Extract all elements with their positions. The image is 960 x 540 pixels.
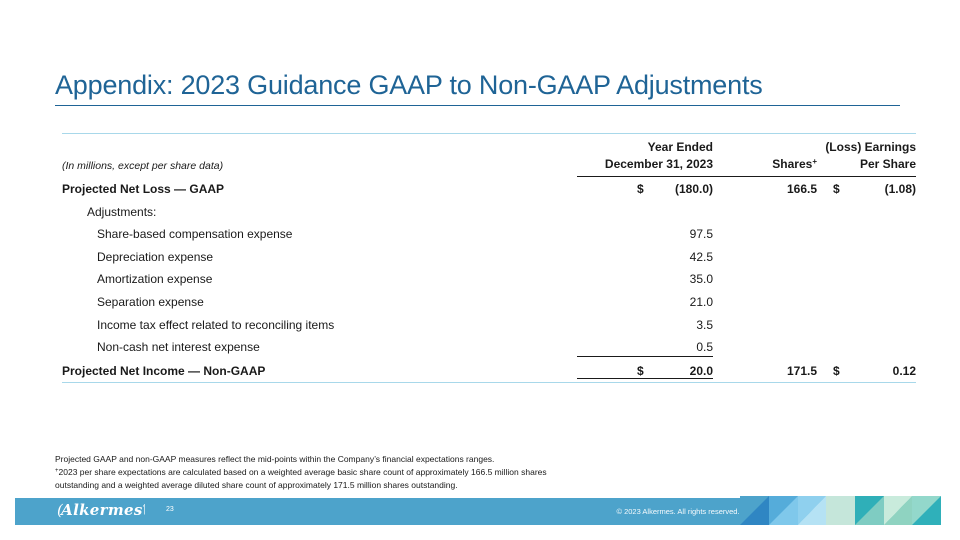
footnote-text: outstanding and a weighted average dilut… <box>55 480 458 490</box>
copyright-text: © 2023 Alkermes. All rights reserved. <box>616 507 740 516</box>
row-label: Share-based compensation expense <box>97 227 293 241</box>
table-row: Separation expense 21.0 <box>62 295 916 315</box>
footnote-marker: + <box>55 468 59 474</box>
page-title: Appendix: 2023 Guidance GAAP to Non-GAAP… <box>55 70 763 100</box>
footnote-line: +2023 per share expectations are calcula… <box>55 465 547 479</box>
table-row: Amortization expense 35.0 <box>62 272 916 292</box>
shares-value: 171.5 <box>786 364 817 378</box>
row-label: Depreciation expense <box>97 250 214 264</box>
logo-paren: ( <box>57 501 64 519</box>
amount-value: 35.0 <box>689 272 713 286</box>
table-row: Projected Net Loss — GAAP $ (180.0) 166.… <box>62 182 916 202</box>
eps-value: 0.12 <box>892 364 916 378</box>
amount-value: 20.0 <box>689 364 713 378</box>
decor-square <box>883 496 913 525</box>
footer-bar: (Alkermes· | 23 © 2023 Alkermes. All rig… <box>15 496 941 525</box>
table-row: Adjustments: <box>62 205 916 225</box>
footnote-text: 2023 per share expectations are calculat… <box>58 467 547 477</box>
decor-square <box>740 496 769 525</box>
footnote-line: outstanding and a weighted average dilut… <box>55 478 458 492</box>
footnote-line: Projected GAAP and non-GAAP measures ref… <box>55 452 494 466</box>
row-label: Projected Net Loss — GAAP <box>62 182 225 196</box>
header-eps-line2: Per Share <box>859 157 916 171</box>
row-label: Amortization expense <box>97 272 213 286</box>
header-shares-label: Shares <box>772 157 813 171</box>
currency-symbol: $ <box>637 364 644 378</box>
logo-trademark-dot: · <box>142 503 145 510</box>
amount-value: 97.5 <box>689 227 713 241</box>
decor-square <box>912 496 941 525</box>
table-row: Income tax effect related to reconciling… <box>62 318 916 338</box>
amount-value: 42.5 <box>689 250 713 264</box>
currency-symbol: $ <box>833 182 840 196</box>
amount-value: 0.5 <box>696 340 713 354</box>
shares-value: 166.5 <box>786 182 817 196</box>
alkermes-logo: (Alkermes· <box>57 501 145 519</box>
title-underline <box>55 105 900 106</box>
table-bottom-rule <box>62 381 916 383</box>
decor-square <box>826 496 855 525</box>
header-underline <box>577 176 916 177</box>
row-label: Separation expense <box>97 295 204 309</box>
footer-triangle-pattern <box>740 496 941 525</box>
decor-square <box>768 496 798 525</box>
header-period-line2: December 31, 2023 <box>604 157 713 171</box>
amount-value: 21.0 <box>689 295 713 309</box>
header-shares: Shares+ <box>617 157 817 171</box>
row-label: Non-cash net interest expense <box>97 340 260 354</box>
decor-square <box>854 496 884 525</box>
table-row: Share-based compensation expense 97.5 <box>62 227 916 247</box>
amount-value: 3.5 <box>696 318 713 332</box>
table-row: Depreciation expense 42.5 <box>62 250 916 270</box>
header-eps-line1: (Loss) Earnings <box>825 140 916 154</box>
shares-footnote-marker: + <box>812 157 817 166</box>
footer-separator: | <box>143 503 146 515</box>
decor-square <box>797 496 827 525</box>
eps-value: (1.08) <box>884 182 916 196</box>
row-label: Income tax effect related to reconciling… <box>97 318 335 332</box>
table-caption: (In millions, except per share data) <box>62 160 224 172</box>
total-underline <box>577 378 713 379</box>
currency-symbol: $ <box>833 364 840 378</box>
row-label: Projected Net Income — Non-GAAP <box>62 364 266 378</box>
footnote-text: Projected GAAP and non-GAAP measures ref… <box>55 454 495 464</box>
subtotal-rule <box>577 356 713 357</box>
header-period-line1: Year Ended <box>647 140 713 154</box>
currency-symbol: $ <box>637 182 644 196</box>
amount-value: (180.0) <box>674 182 713 196</box>
logo-text: Alkermes <box>61 501 143 519</box>
table-top-rule <box>62 133 916 134</box>
table-row: Non-cash net interest expense 0.5 <box>62 340 916 360</box>
page-number: 23 <box>166 506 174 513</box>
row-label: Adjustments: <box>87 205 157 219</box>
table-row: Projected Net Income — Non-GAAP $ 20.0 1… <box>62 364 916 384</box>
